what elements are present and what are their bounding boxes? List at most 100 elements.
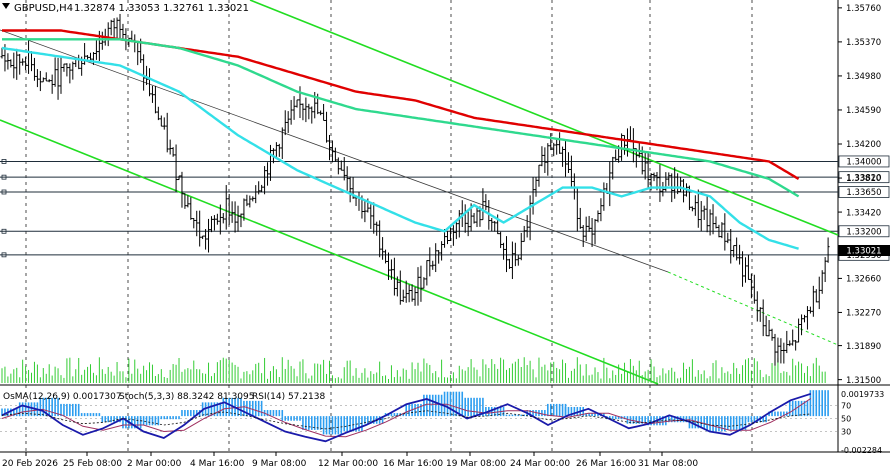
price-bar xyxy=(195,210,199,237)
price-bar xyxy=(162,117,166,130)
price-bar xyxy=(596,210,600,223)
channel-lower-line xyxy=(0,119,659,385)
price-bar xyxy=(519,232,523,261)
price-bar xyxy=(201,235,205,240)
price-bar xyxy=(239,213,243,228)
price-tick-label: 1.31890 xyxy=(846,342,881,352)
price-bar xyxy=(398,270,402,305)
price-bar xyxy=(274,142,278,157)
price-bar xyxy=(71,61,75,80)
price-bar xyxy=(440,241,444,261)
price-bar xyxy=(307,103,311,120)
price-tick-label: 1.32270 xyxy=(846,309,881,319)
price-bar xyxy=(153,85,157,114)
price-bar xyxy=(723,213,727,251)
indicator-tick-label: 0.0019733 xyxy=(841,390,884,399)
price-bar xyxy=(242,198,246,221)
price-bar xyxy=(254,185,258,204)
price-bar xyxy=(121,23,125,39)
level-marker xyxy=(1,228,7,234)
price-bar xyxy=(720,222,724,239)
price-bar xyxy=(794,340,798,351)
price-bar xyxy=(516,255,520,266)
header-triangle-icon[interactable] xyxy=(2,3,10,9)
price-bar xyxy=(770,328,774,341)
price-bar xyxy=(327,134,331,161)
price-bar xyxy=(381,237,385,260)
price-bar xyxy=(578,207,582,229)
price-bar xyxy=(86,55,90,60)
price-bar xyxy=(319,110,323,116)
time-tick-label: 20 Feb 2026 xyxy=(2,459,58,469)
price-bar xyxy=(333,147,337,162)
price-bar xyxy=(528,195,532,241)
price-bar xyxy=(277,143,281,157)
price-bar xyxy=(12,52,16,79)
horizontal-levels xyxy=(0,159,838,258)
price-bar xyxy=(422,277,426,289)
price-tick-label: 1.34200 xyxy=(846,140,881,150)
pane-frames xyxy=(0,0,890,453)
indicator-tick-label: 50 xyxy=(841,415,851,424)
price-bar xyxy=(177,175,181,181)
price-bar xyxy=(59,57,63,94)
price-bar xyxy=(215,213,219,225)
price-bar xyxy=(805,306,809,330)
price-bar xyxy=(224,185,228,230)
price-bar xyxy=(782,342,786,364)
time-tick-label: 12 Mar 00:00 xyxy=(318,459,378,469)
price-bar xyxy=(401,289,405,303)
price-bar xyxy=(741,251,745,287)
price-bar xyxy=(156,106,160,121)
time-tick-label: 25 Feb 08:00 xyxy=(63,459,122,469)
price-bar xyxy=(94,40,98,60)
price-tick-label: 1.31500 xyxy=(846,376,881,386)
price-tick-label: 1.32660 xyxy=(846,275,881,285)
price-bar xyxy=(696,189,700,228)
price-bar xyxy=(823,257,827,283)
price-bar xyxy=(555,139,559,155)
price-bar xyxy=(546,143,550,176)
price-bar xyxy=(826,237,830,263)
price-bar xyxy=(735,237,739,261)
level-tag xyxy=(838,171,890,184)
stoch-signal-line xyxy=(1,397,812,438)
price-bar xyxy=(549,133,553,151)
price-bar xyxy=(761,299,765,337)
price-bar xyxy=(776,337,780,363)
price-bar xyxy=(221,213,225,224)
price-bar xyxy=(446,231,450,245)
price-bar xyxy=(218,204,222,235)
rsi-line xyxy=(1,410,811,430)
price-bar xyxy=(729,228,733,264)
price-bar xyxy=(561,146,565,167)
price-bar xyxy=(702,205,706,220)
price-bar xyxy=(779,338,783,364)
price-bar xyxy=(280,127,284,159)
level-tag-label: 1.33820 xyxy=(846,173,881,183)
price-bar xyxy=(325,111,329,143)
time-tick-label: 4 Mar 16:00 xyxy=(190,459,245,469)
price-bar xyxy=(419,265,423,302)
price-bar xyxy=(808,306,812,314)
price-bar xyxy=(587,215,591,232)
price-bar xyxy=(525,215,529,238)
price-bar xyxy=(212,215,216,231)
moving-averages xyxy=(1,29,800,250)
price-bar xyxy=(91,52,95,65)
price-bar xyxy=(189,197,193,220)
price-bar xyxy=(268,144,272,181)
price-bar xyxy=(6,53,10,70)
level-tag-label: 1.34000 xyxy=(846,158,881,168)
price-bar xyxy=(32,57,36,81)
level-marker xyxy=(1,159,7,164)
time-tick-label: 24 Mar 00:00 xyxy=(510,459,570,469)
price-bar xyxy=(693,195,697,216)
price-bar xyxy=(602,182,606,211)
price-bar xyxy=(260,184,264,193)
time-tick-label: 9 Mar 08:00 xyxy=(252,459,307,469)
price-bar xyxy=(47,79,51,83)
price-bar xyxy=(743,257,747,283)
